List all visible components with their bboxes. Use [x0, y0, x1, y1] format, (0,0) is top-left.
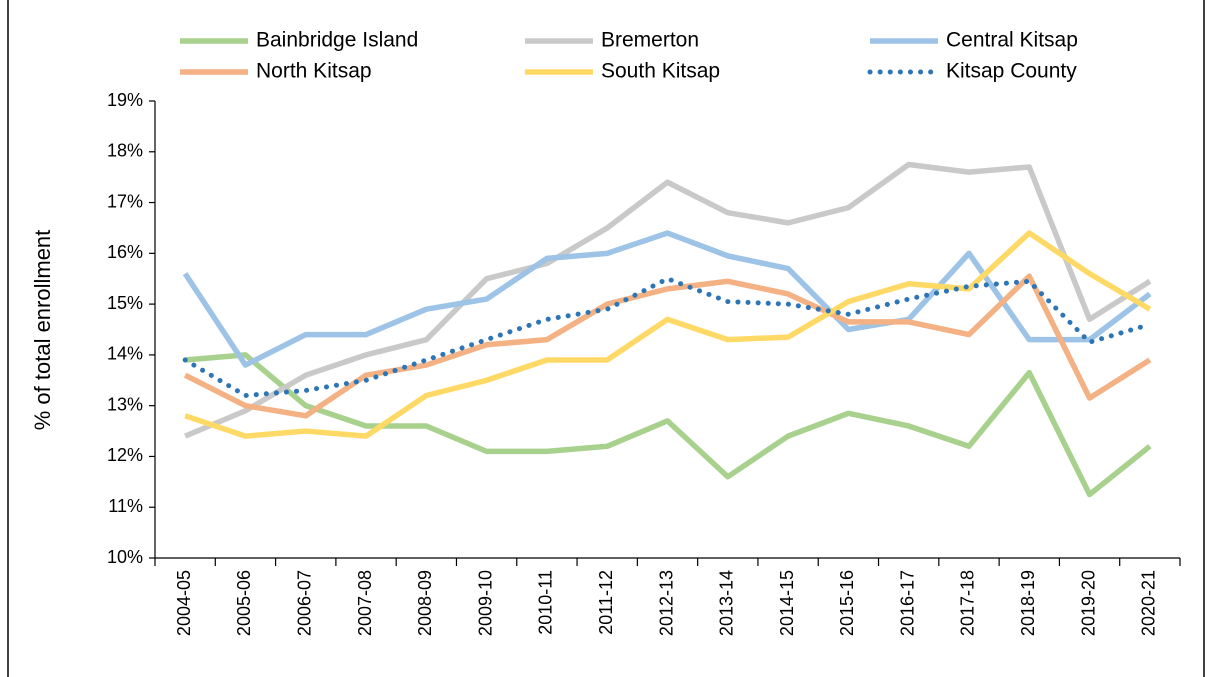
- legend-label: South Kitsap: [601, 60, 720, 83]
- legend-label: Bremerton: [601, 29, 699, 52]
- x-tick-label: 2016-17: [897, 570, 917, 636]
- x-tick-label: 2005-06: [234, 570, 254, 636]
- legend-label: Kitsap County: [946, 60, 1077, 83]
- series-line: [182, 276, 1153, 399]
- x-tick-label: 2011-12: [596, 570, 616, 635]
- x-tick-label: 2019-20: [1078, 570, 1098, 636]
- y-tick-label: 13%: [107, 394, 143, 414]
- x-tick-label: 2007-08: [355, 570, 375, 636]
- series-line: [184, 161, 1152, 439]
- y-tick-label: 14%: [107, 344, 143, 364]
- series-line: [184, 230, 1152, 439]
- y-tick-label: 10%: [107, 547, 143, 567]
- x-tick-label: 2017-18: [958, 570, 978, 636]
- series-line: [184, 352, 1152, 498]
- series-line: [183, 273, 1152, 419]
- x-tick-label: 2013-14: [717, 570, 737, 636]
- x-tick-label: 2010-11: [536, 570, 556, 635]
- x-tick-label: 2009-10: [475, 570, 495, 636]
- y-tick-label: 18%: [107, 141, 143, 161]
- x-tick-label: 2015-16: [837, 570, 857, 636]
- chart-frame: [7, 0, 1205, 677]
- y-tick-label: 12%: [107, 445, 143, 465]
- x-tick-label: 2004-05: [174, 570, 194, 636]
- legend-label: Central Kitsap: [946, 29, 1078, 52]
- x-tick-label: 2020-21: [1139, 570, 1159, 636]
- x-tick-label: 2014-15: [777, 570, 797, 636]
- y-tick-label: 17%: [107, 191, 143, 211]
- legend-label: Bainbridge Island: [256, 29, 418, 52]
- x-tick-label: 2018-19: [1018, 570, 1038, 636]
- x-tick-label: 2006-07: [294, 570, 314, 636]
- legend-label: North Kitsap: [256, 60, 372, 83]
- y-tick-label: 19%: [107, 90, 143, 110]
- y-tick-label: 15%: [107, 293, 143, 313]
- x-tick-label: 2008-09: [415, 570, 435, 636]
- y-axis-label: % of total enrollment: [30, 230, 55, 431]
- x-tick-label: 2012-13: [656, 570, 676, 636]
- y-tick-label: 11%: [108, 496, 143, 516]
- y-tick-label: 16%: [107, 242, 143, 262]
- series-line: [182, 230, 1152, 368]
